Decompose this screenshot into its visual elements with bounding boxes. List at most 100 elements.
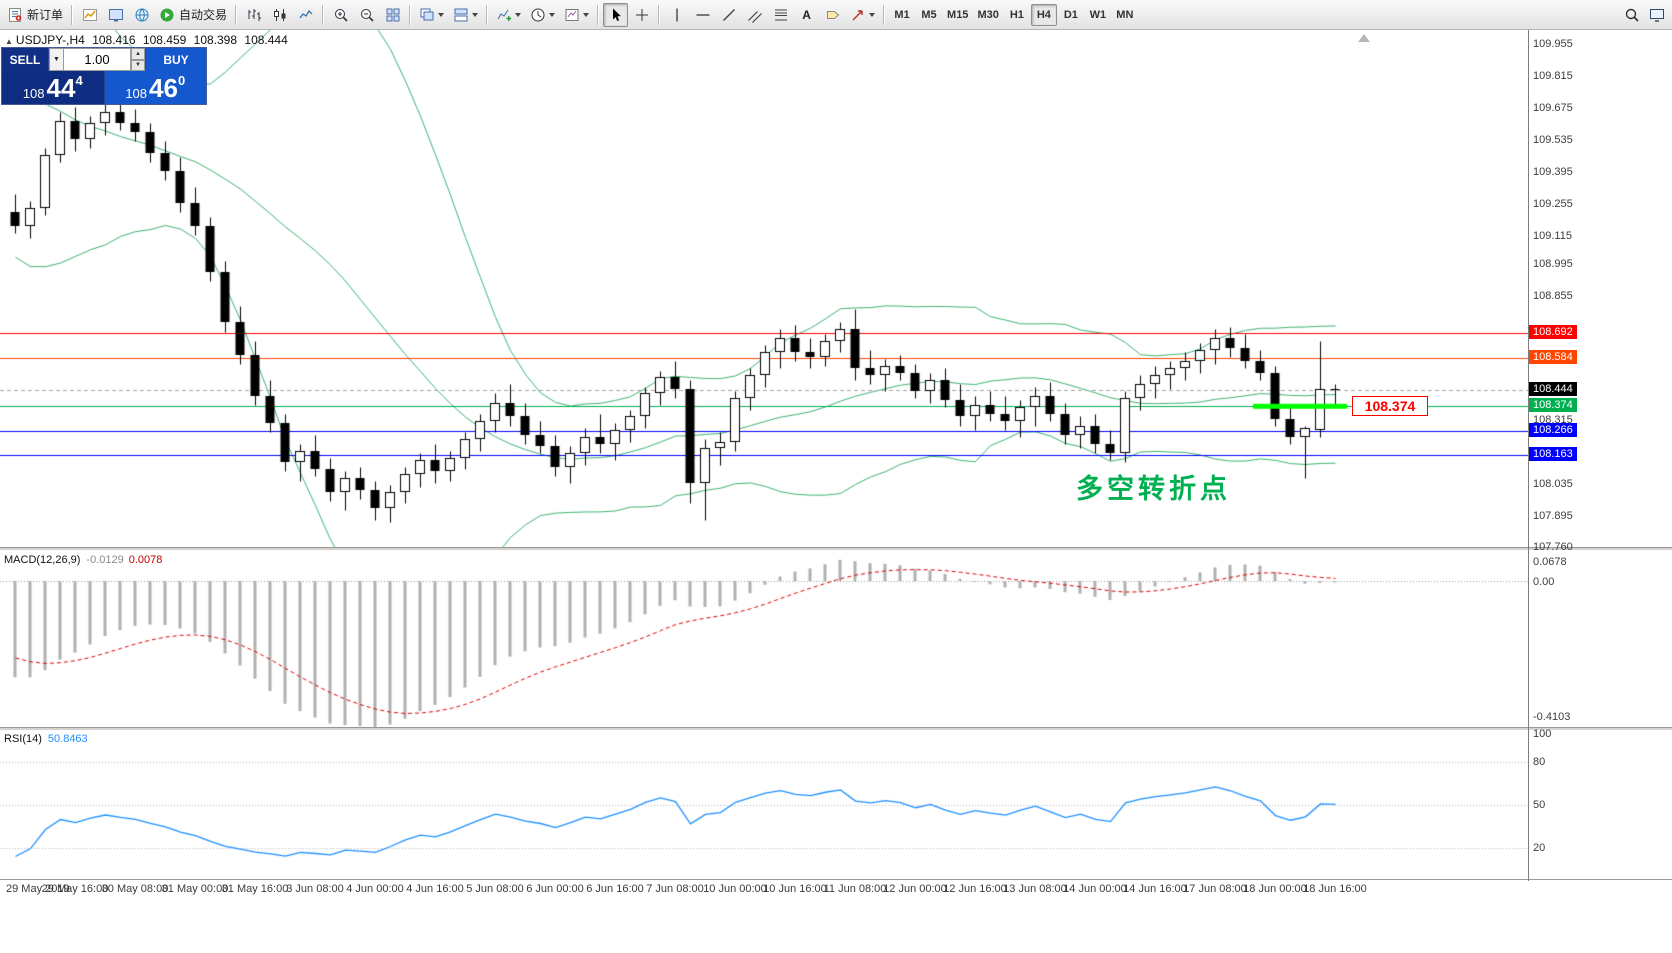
trendline-tool-button[interactable] — [716, 3, 741, 27]
bar-chart-button[interactable] — [241, 3, 266, 27]
main-toolbar: 新订单 自动交易 A M1 M5 M15 M30 H1 H4 D1 W1 MN — [0, 0, 1672, 30]
line-chart-icon — [298, 7, 314, 23]
data-window-button[interactable] — [129, 3, 154, 27]
price-axis-label: 109.815 — [1533, 70, 1573, 82]
macd-name: MACD(12,26,9) — [4, 554, 81, 566]
timeframe-button-w1[interactable]: W1 — [1085, 4, 1111, 26]
timeframe-button-m1[interactable]: M1 — [889, 4, 915, 26]
macd-indicator-canvas[interactable] — [0, 552, 1528, 727]
zoom-in-button[interactable] — [328, 3, 353, 27]
chevron-down-icon — [549, 13, 556, 20]
horizontal-line-icon — [695, 7, 711, 23]
templates-button[interactable] — [560, 3, 593, 27]
time-axis-label: 10 Jun 16:00 — [763, 883, 827, 895]
time-axis-label: 6 Jun 00:00 — [526, 883, 584, 895]
rsi-indicator-canvas[interactable] — [0, 731, 1528, 879]
timeframe-button-m15[interactable]: M15 — [943, 4, 972, 26]
profiles-button[interactable] — [103, 3, 128, 27]
new-chart-button[interactable] — [77, 3, 102, 27]
time-axis[interactable]: 29 May 2019 29 May 16:00 30 May 08:00 31 Ma… — [0, 881, 1528, 899]
chart-ohlc-title: ▲ USDJPY-,H4 108.416 108.459 108.398 108.… — [5, 33, 292, 47]
indicators-button[interactable] — [492, 3, 525, 27]
tile-windows-button[interactable] — [380, 3, 405, 27]
globe-icon — [134, 7, 150, 23]
time-axis-label: 12 Jun 00:00 — [883, 883, 947, 895]
fibonacci-tool-button[interactable] — [768, 3, 793, 27]
timeframe-button-d1[interactable]: D1 — [1058, 4, 1084, 26]
time-axis-label: 31 May 00:00 — [161, 883, 229, 895]
volume-down-button[interactable]: ▼ — [131, 59, 145, 71]
channel-tool-button[interactable] — [742, 3, 767, 27]
price-line-label: 108.444 — [1529, 382, 1577, 396]
pane-splitter[interactable] — [0, 727, 1672, 731]
zoom-in-icon — [333, 7, 349, 23]
rsi-name: RSI(14) — [4, 733, 42, 745]
volume-up-button[interactable]: ▲ — [131, 48, 145, 60]
price-line-label: 108.374 — [1529, 398, 1577, 412]
timeframe-button-h4[interactable]: H4 — [1030, 3, 1057, 26]
price-axis-label: 108.855 — [1533, 290, 1573, 302]
candlestick-icon — [272, 7, 288, 23]
buy-button[interactable]: BUY — [145, 48, 206, 71]
bid-integer: 108 — [22, 86, 45, 101]
sell-button[interactable]: SELL — [2, 48, 49, 71]
cursor-button[interactable] — [603, 2, 629, 27]
price-axis-label: 109.115 — [1533, 230, 1572, 242]
time-axis-label: 11 Jun 08:00 — [823, 883, 887, 895]
price-callout-label[interactable]: 108.374 — [1352, 396, 1428, 416]
cascade-windows-button[interactable] — [415, 3, 448, 27]
candlestick-button[interactable] — [267, 3, 292, 27]
search-button[interactable] — [1619, 3, 1644, 27]
bid-price-button[interactable]: 108 44 4 — [2, 71, 105, 104]
rsi-value: 50.8463 — [47, 733, 88, 745]
price-axis-label: 109.535 — [1533, 134, 1573, 146]
label-tool-button[interactable] — [820, 3, 845, 27]
ask-price-button[interactable]: 108 46 0 — [104, 71, 206, 104]
timeframe-button-m5[interactable]: M5 — [916, 4, 942, 26]
chart-annotation-text[interactable]: 多空转折点 — [1076, 474, 1231, 504]
timeframe-button-m30[interactable]: M30 — [973, 4, 1002, 26]
price-line-label: 108.163 — [1529, 447, 1577, 461]
volume-dropdown-button[interactable]: ▼ — [49, 48, 64, 71]
timeframe-group: M1 M5 M15 M30 H1 H4 D1 W1 MN — [889, 3, 1138, 26]
line-chart-button[interactable] — [293, 3, 318, 27]
chevron-down-icon — [438, 13, 445, 20]
chart-close-value: 108.444 — [244, 33, 288, 47]
zoom-out-button[interactable] — [354, 3, 379, 27]
text-tool-button[interactable]: A — [794, 3, 819, 27]
pane-splitter[interactable] — [0, 879, 1672, 880]
search-icon — [1624, 7, 1640, 23]
time-axis-label: 3 Jun 08:00 — [286, 883, 344, 895]
arrows-tool-button[interactable] — [846, 3, 879, 27]
macd-axis-label: 0.00 — [1533, 576, 1555, 588]
rsi-axis-label: 100 — [1533, 728, 1552, 740]
price-axis[interactable]: 109.955 109.815 109.675 109.535 109.395 109.2… — [1529, 30, 1672, 899]
horizontal-line-tool-button[interactable] — [690, 3, 715, 27]
price-chart-canvas[interactable] — [0, 30, 1528, 547]
new-order-button[interactable]: 新订单 — [3, 3, 67, 27]
price-line-label: 108.266 — [1529, 423, 1577, 437]
price-axis-label: 109.675 — [1533, 102, 1573, 114]
time-axis-label: 7 Jun 08:00 — [646, 883, 704, 895]
toolbar-separator — [658, 4, 661, 25]
chart-shift-marker[interactable] — [1358, 34, 1370, 42]
trendline-icon — [721, 7, 737, 23]
periods-button[interactable] — [526, 3, 559, 27]
timeframe-button-h1[interactable]: H1 — [1004, 4, 1030, 26]
time-axis-label: 12 Jun 16:00 — [943, 883, 1007, 895]
toolbar-separator — [322, 4, 325, 25]
time-axis-label: 29 May 16:00 — [41, 883, 109, 895]
crosshair-button[interactable] — [629, 3, 654, 27]
chart-symbol-period: USDJPY-,H4 — [15, 33, 85, 47]
autotrading-play-icon — [159, 7, 175, 23]
vertical-line-tool-button[interactable] — [664, 3, 689, 27]
fullscreen-button[interactable] — [1644, 3, 1669, 27]
arrow-icon — [850, 7, 866, 23]
timeframe-button-mn[interactable]: MN — [1112, 4, 1138, 26]
autotrading-button[interactable]: 自动交易 — [155, 3, 231, 27]
pane-splitter[interactable] — [0, 547, 1672, 551]
arrange-windows-button[interactable] — [449, 3, 482, 27]
one-click-trading-panel: SELL ▼ ▲ ▼ BUY 108 44 4 108 46 0 — [1, 47, 207, 105]
volume-input[interactable] — [64, 48, 131, 71]
template-icon — [564, 7, 580, 23]
